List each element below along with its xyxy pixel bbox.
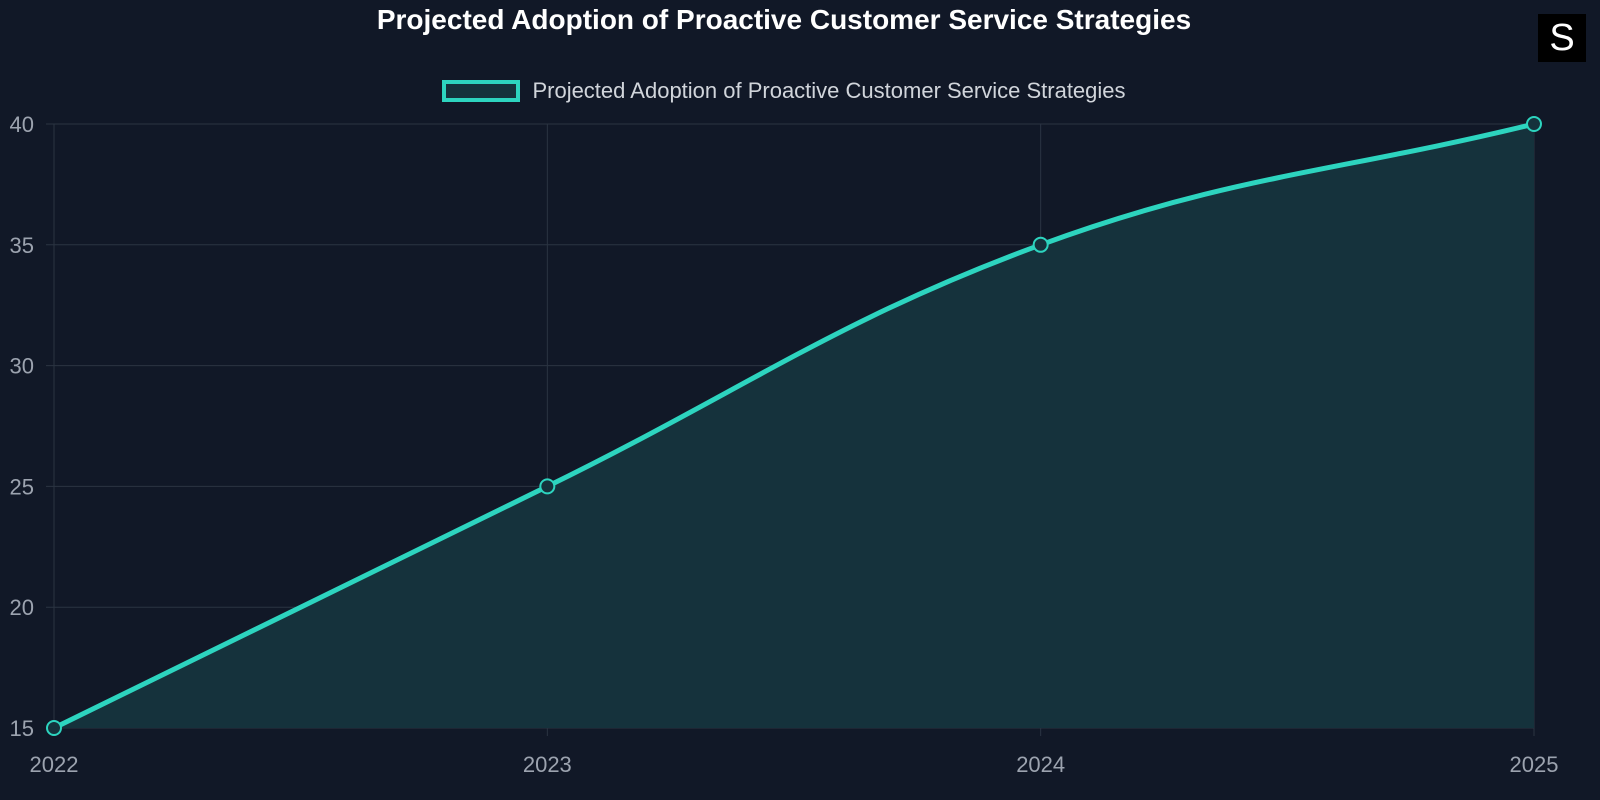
- y-tick-label: 35: [10, 233, 34, 258]
- y-tick-label: 15: [10, 716, 34, 741]
- y-tick-label: 20: [10, 595, 34, 620]
- chart-title: Projected Adoption of Proactive Customer…: [376, 4, 1192, 35]
- data-point: [46, 720, 62, 736]
- x-tick-label: 2025: [1510, 752, 1559, 777]
- y-tick-label: 40: [10, 112, 34, 137]
- legend[interactable]: Projected Adoption of Proactive Customer…: [0, 78, 1568, 104]
- series-line: [52, 121, 1535, 731]
- y-tick-label: 30: [10, 354, 34, 379]
- area-fill: [54, 124, 1534, 728]
- x-tick-label: 2023: [523, 752, 572, 777]
- x-tick-label: 2022: [30, 752, 79, 777]
- legend-label: Projected Adoption of Proactive Customer…: [532, 78, 1126, 103]
- y-tick-label: 25: [10, 474, 34, 499]
- legend-swatch: [442, 80, 521, 102]
- data-point: [539, 478, 556, 495]
- data-point: [1526, 116, 1542, 132]
- x-tick-label: 2024: [1016, 752, 1065, 777]
- data-point: [1032, 236, 1049, 253]
- logo: S: [1538, 14, 1586, 62]
